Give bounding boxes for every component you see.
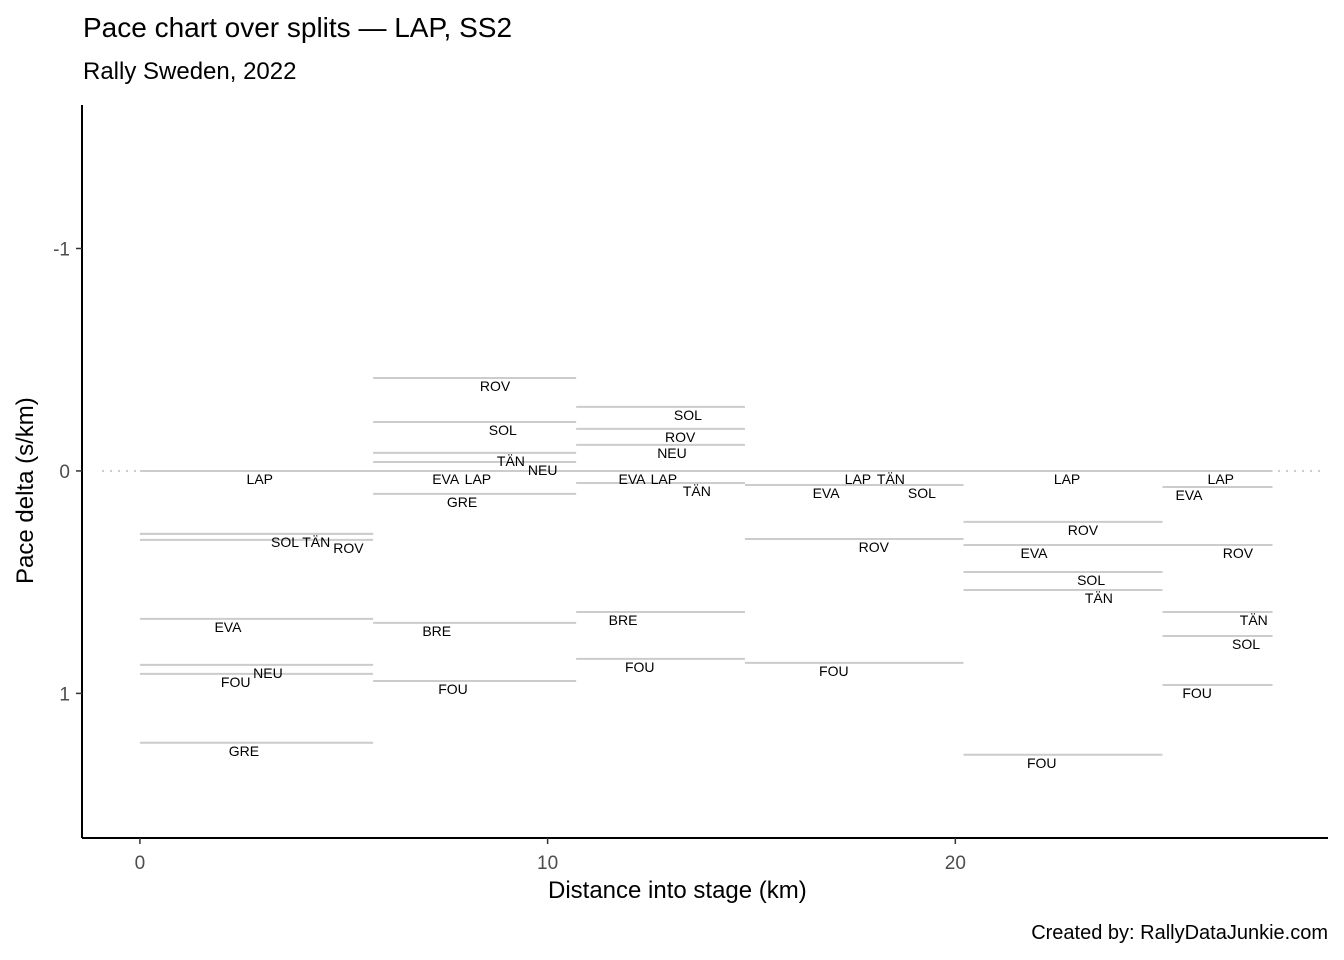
driver-label: TÄN [1085,590,1113,606]
chart-title: Pace chart over splits — LAP, SS2 [83,12,513,43]
driver-label: NEU [528,462,558,478]
x-axis-label: Distance into stage (km) [548,877,807,904]
driver-label: SOL [1232,636,1260,652]
x-tick-label: 0 [135,853,146,874]
driver-label: ROV [859,539,890,555]
x-tick-label: 20 [945,853,966,874]
driver-label: ROV [333,540,364,556]
driver-label: EVA [1021,545,1049,561]
driver-label: SOL [1077,572,1105,588]
driver-label: SOL [908,485,936,501]
x-tick-label: 10 [537,853,558,874]
driver-label: EVA [214,619,242,635]
driver-label: EVA [1175,487,1203,503]
driver-label: GRE [447,494,477,510]
driver-label: FOU [819,663,849,679]
driver-label: TÄN [302,534,330,550]
driver-label: ROV [1068,522,1099,538]
driver-label: GRE [229,743,259,759]
driver-label: LAP [845,471,871,487]
caption: Created by: RallyDataJunkie.com [1031,922,1328,944]
driver-label: SOL [674,407,702,423]
driver-label: LAP [651,471,677,487]
driver-label: FOU [1182,685,1212,701]
driver-label: ROV [1223,545,1254,561]
driver-label: TÄN [1240,612,1268,628]
driver-label: EVA [619,471,647,487]
driver-label: NEU [657,445,687,461]
driver-label: FOU [1027,755,1057,771]
driver-label: NEU [253,665,283,681]
driver-label: LAP [1054,471,1080,487]
driver-label: EVA [813,485,841,501]
driver-label: ROV [665,429,696,445]
driver-label: TÄN [683,483,711,499]
driver-label: FOU [438,681,468,697]
driver-label: ROV [480,378,511,394]
driver-label: SOL [271,534,299,550]
driver-label: SOL [489,422,517,438]
y-tick-label: 0 [59,462,70,483]
chart-subtitle: Rally Sweden, 2022 [83,58,297,85]
driver-label: FOU [221,674,251,690]
driver-label: BRE [422,623,451,639]
driver-label: LAP [1208,471,1234,487]
y-tick-label: -1 [53,239,70,260]
driver-label: LAP [465,471,491,487]
driver-label: BRE [609,612,638,628]
driver-label: EVA [432,471,460,487]
driver-label: LAP [247,471,273,487]
driver-label: TÄN [877,471,905,487]
driver-label: FOU [625,659,655,675]
y-tick-label: 1 [59,684,70,705]
driver-label: TÄN [497,453,525,469]
